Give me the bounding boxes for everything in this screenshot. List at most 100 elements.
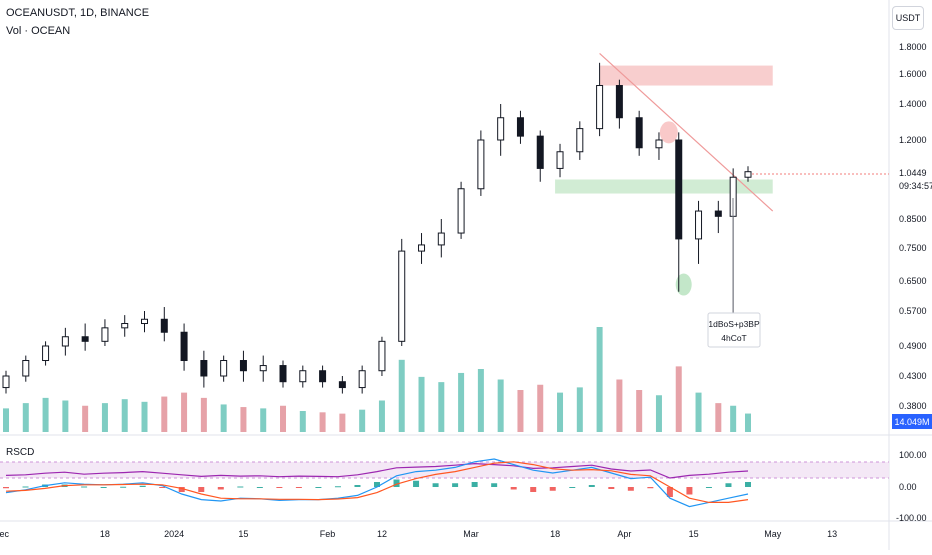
volume-bar: [537, 384, 544, 432]
candle-body[interactable]: [160, 318, 168, 333]
volume-bar: [319, 412, 326, 432]
rscd-fast-line: [5, 458, 749, 508]
candle-body[interactable]: [180, 331, 188, 362]
candle-body[interactable]: [319, 370, 327, 383]
histogram-bar: [159, 487, 166, 488]
candle-body[interactable]: [42, 345, 50, 362]
candle-body[interactable]: [695, 210, 703, 240]
histogram-bar: [432, 483, 439, 487]
histogram-bar: [705, 487, 712, 488]
candle-body[interactable]: [536, 135, 544, 169]
volume-bar: [240, 407, 247, 432]
histogram-bar: [237, 486, 244, 488]
volume-bar: [378, 400, 385, 432]
time-tick-label: 18: [550, 529, 560, 539]
annotation-box[interactable]: 1dBoS+p3BP 4hCoT: [707, 198, 761, 348]
symbol-legend[interactable]: OCEANUSDT, 1D, BINANCE: [6, 7, 150, 19]
volume-bar: [101, 403, 108, 432]
time-tick-label: 15: [238, 529, 248, 539]
highlight-circle-bottom[interactable]: [675, 273, 692, 296]
histogram-bar: [3, 487, 9, 489]
candle-body[interactable]: [378, 340, 386, 372]
candle-body[interactable]: [338, 381, 346, 389]
countdown-value: 09:34:57: [899, 181, 932, 191]
histogram-bar: [588, 485, 595, 487]
highlight-circle-top[interactable]: [659, 121, 678, 144]
histogram-bar: [530, 487, 537, 492]
candle-body[interactable]: [556, 151, 564, 169]
candle-body[interactable]: [2, 375, 10, 389]
volume-legend[interactable]: Vol · OCEAN: [6, 25, 71, 37]
candle-body[interactable]: [437, 232, 445, 246]
candle-body[interactable]: [714, 210, 722, 217]
currency-button[interactable]: USDT: [892, 6, 924, 30]
candle-body[interactable]: [101, 327, 109, 342]
histogram-bar: [686, 487, 693, 495]
histogram-bar: [315, 487, 322, 488]
time-tick-label: Dec: [0, 529, 10, 539]
candle-body[interactable]: [299, 370, 307, 383]
candle-body[interactable]: [477, 139, 485, 190]
candle-body[interactable]: [259, 365, 267, 372]
annotation-line-1: 1dBoS+p3BP: [708, 319, 760, 329]
volume-bar: [280, 405, 287, 432]
candle-body[interactable]: [358, 370, 366, 389]
candle-body[interactable]: [457, 188, 465, 234]
histogram-bar: [120, 486, 127, 488]
volume-bar: [458, 372, 465, 432]
candle-body[interactable]: [418, 244, 426, 252]
price-axis[interactable]: 1.8000 1.6000 1.4000 1.2000 0.8500 0.7500 0.65…: [899, 42, 927, 411]
histogram-bar: [198, 487, 205, 492]
candle-body[interactable]: [121, 323, 129, 329]
candle-body[interactable]: [675, 139, 683, 240]
candle-body[interactable]: [398, 250, 406, 342]
demand-zone[interactable]: [555, 179, 773, 194]
time-tick-label: Apr: [617, 529, 631, 539]
histogram-bar: [217, 487, 224, 490]
candle-body[interactable]: [497, 117, 505, 141]
candle-body[interactable]: [516, 117, 524, 137]
volume-bar: [438, 382, 445, 432]
candle-body[interactable]: [22, 360, 30, 377]
candle-body[interactable]: [655, 139, 663, 149]
price-tick-label: 1.6000: [899, 69, 927, 79]
time-tick-label: 18: [100, 529, 110, 539]
volume-bar: [161, 396, 168, 432]
candle-body[interactable]: [220, 360, 228, 377]
histogram-bar: [354, 485, 361, 487]
price-tick-label: 0.4300: [899, 371, 927, 381]
candle-body[interactable]: [61, 336, 69, 347]
volume-bar: [299, 411, 306, 432]
candle-body[interactable]: [615, 85, 623, 119]
time-tick-label: 15: [689, 529, 699, 539]
candle-body[interactable]: [279, 365, 287, 383]
candle-body[interactable]: [596, 85, 604, 130]
volume-bar: [675, 366, 682, 432]
candle-body[interactable]: [744, 171, 752, 178]
candle-body[interactable]: [81, 336, 89, 342]
histogram-bar: [276, 487, 283, 488]
volume-bar: [181, 392, 188, 432]
price-tick-label: 0.3800: [899, 401, 927, 411]
candle-body[interactable]: [635, 117, 643, 149]
histogram-bar: [471, 482, 478, 487]
volume-bar: [596, 327, 603, 432]
rscd-rsi-line: [5, 462, 749, 479]
trendline[interactable]: [599, 53, 774, 212]
candle-body[interactable]: [141, 318, 149, 325]
annotation-line-2: 4hCoT: [721, 333, 747, 343]
zones-layer: [555, 65, 773, 194]
volume-bar: [42, 397, 49, 432]
candle-body[interactable]: [200, 360, 208, 377]
histogram-bar: [178, 487, 185, 492]
candle-body[interactable]: [239, 360, 247, 372]
volume-bar: [477, 369, 484, 432]
volume-bars: [3, 327, 751, 432]
time-axis[interactable]: Dec 18 2024 15 Feb 12 Mar 18 Apr 15 May 13: [0, 529, 837, 539]
rscd-pane: [0, 458, 889, 508]
candle-body[interactable]: [576, 128, 584, 153]
rscd-tick-0: 100.00: [899, 450, 927, 460]
supply-zone[interactable]: [599, 65, 773, 86]
